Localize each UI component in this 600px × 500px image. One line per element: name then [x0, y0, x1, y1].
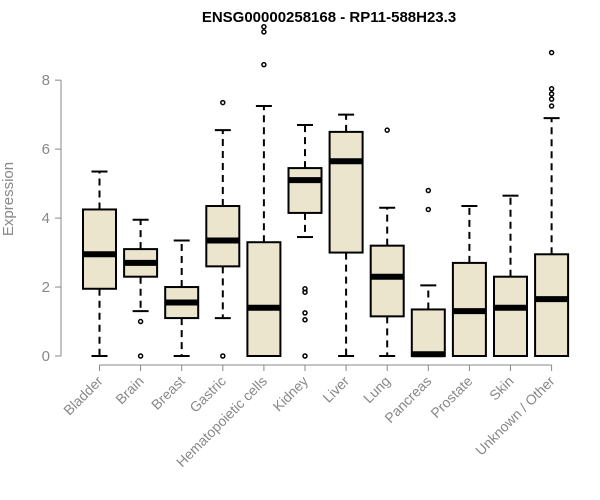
outlier-point [220, 353, 226, 359]
outlier-point [548, 91, 555, 97]
outlier-point [384, 127, 390, 133]
box-3 [164, 239, 200, 357]
outlier-point [302, 310, 308, 316]
outlier-point [220, 99, 226, 106]
box-body [205, 205, 241, 268]
outlier-point [548, 96, 555, 102]
x-tick-label: Skin [486, 373, 517, 404]
box-11 [493, 194, 528, 357]
box-body [246, 241, 282, 357]
box-10 [451, 205, 487, 357]
y-tick-label: 4 [42, 210, 50, 227]
x-tick-label: Liver [319, 373, 352, 406]
outlier-point [302, 289, 308, 295]
box-8 [369, 127, 405, 357]
outlier-point [548, 86, 555, 92]
outlier-point [425, 187, 432, 194]
y-tick-label: 6 [42, 141, 50, 158]
box-9 [410, 187, 446, 358]
y-tick-label: 8 [42, 72, 50, 89]
outlier-point [302, 353, 308, 359]
box-body [410, 308, 446, 357]
outlier-point [137, 318, 144, 325]
box-7 [328, 113, 364, 357]
boxes-group [82, 23, 570, 359]
box-1 [82, 170, 117, 357]
box-body [328, 130, 364, 254]
outlier-point [425, 206, 432, 213]
box-6 [287, 123, 323, 359]
box-body [82, 208, 117, 290]
outlier-point [548, 49, 555, 56]
box-body [534, 253, 570, 357]
box-4 [205, 99, 241, 359]
box-2 [123, 218, 159, 359]
y-tick-label: 0 [42, 348, 50, 365]
y-tick-label: 2 [42, 279, 50, 296]
x-tick-label: Bladder [60, 373, 106, 419]
outlier-point [548, 103, 555, 109]
box-body [369, 244, 405, 318]
x-tick-label: Lung [360, 373, 393, 406]
box-body [493, 275, 528, 357]
chart-title: ENSG00000258168 - RP11-588H23.3 [202, 9, 456, 26]
box-5 [246, 23, 282, 357]
y-axis-label: Expression [0, 162, 17, 236]
outlier-point [261, 61, 267, 68]
box-body [287, 167, 323, 214]
outlier-point [261, 23, 267, 30]
y-axis: 0 2 4 6 8 [42, 72, 62, 365]
x-tick-label: Kidney [270, 373, 312, 415]
box-12 [534, 49, 570, 357]
outlier-point [137, 353, 144, 359]
x-tick-label: Prostate [427, 373, 475, 421]
x-tick-label: Breast [148, 373, 188, 413]
outlier-point [302, 317, 308, 323]
outlier-point [261, 29, 267, 35]
x-tick-label: Brain [112, 373, 146, 407]
